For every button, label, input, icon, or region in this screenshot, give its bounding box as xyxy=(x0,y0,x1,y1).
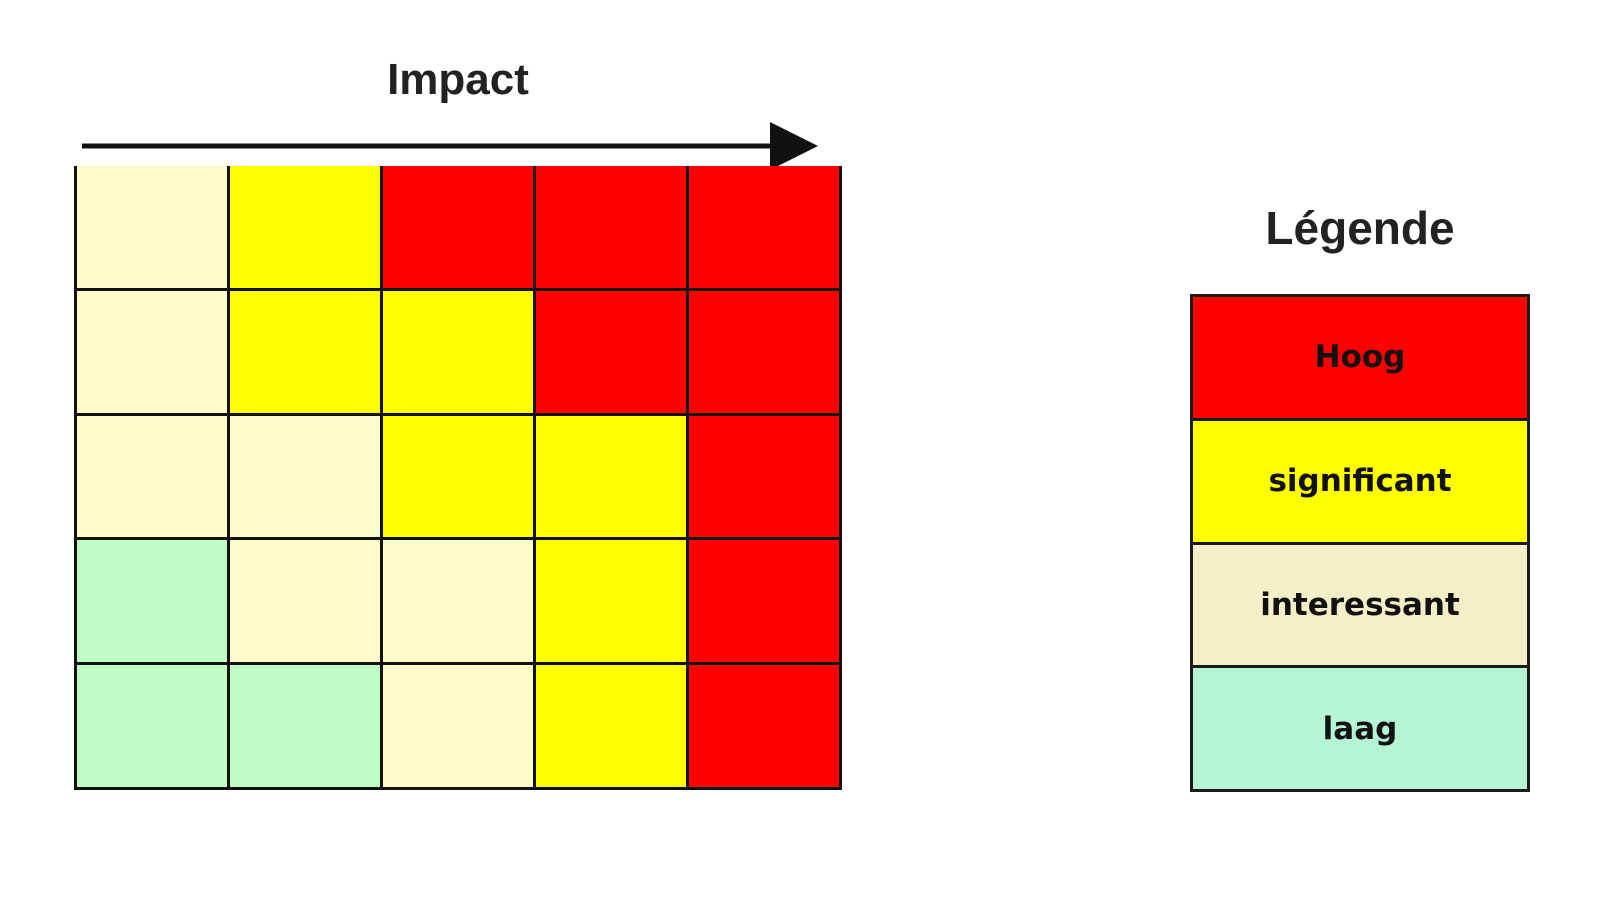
matrix-cell-laag xyxy=(230,665,380,787)
matrix-cell-interessant xyxy=(77,290,227,413)
matrix-cell-hoog xyxy=(689,665,839,787)
matrix-cell-hoog xyxy=(689,290,839,413)
legend-item-significant: significant xyxy=(1193,420,1527,542)
matrix-cell-hoog xyxy=(536,166,686,288)
legend-label-significant: significant xyxy=(1268,463,1452,500)
impact-axis-label: Impact xyxy=(387,55,529,104)
legend-label-laag: laag xyxy=(1322,710,1398,747)
matrix-cell-interessant xyxy=(230,415,380,538)
matrix-cell-interessant xyxy=(77,166,227,288)
impact-arrow-icon xyxy=(82,122,818,170)
matrix-cell-interessant xyxy=(77,415,227,538)
matrix-cell-interessant xyxy=(383,665,533,787)
matrix-cell-significant xyxy=(536,415,686,538)
legend-label-hoog: Hoog xyxy=(1314,339,1406,376)
matrix-cell-significant xyxy=(383,415,533,538)
risk-matrix xyxy=(74,166,842,790)
legend-item-hoog: Hoog xyxy=(1193,297,1527,418)
matrix-cell-hoog xyxy=(689,166,839,288)
matrix-cell-significant xyxy=(383,290,533,413)
matrix-cell-hoog xyxy=(383,166,533,288)
matrix-cell-hoog xyxy=(536,290,686,413)
matrix-cell-significant xyxy=(230,166,380,288)
legend-label-interessant: interessant xyxy=(1260,586,1460,623)
legend-item-laag: laag xyxy=(1193,668,1527,789)
matrix-cell-interessant xyxy=(230,540,380,663)
matrix-cell-laag xyxy=(77,540,227,663)
matrix-cell-interessant xyxy=(383,540,533,663)
matrix-cell-significant xyxy=(536,665,686,787)
legend: Hoog significant interessant laag xyxy=(1190,294,1530,792)
matrix-cell-significant xyxy=(230,290,380,413)
matrix-cell-significant xyxy=(536,540,686,663)
legend-title: Légende xyxy=(1265,202,1455,254)
matrix-cell-hoog xyxy=(689,540,839,663)
legend-item-interessant: interessant xyxy=(1193,544,1527,666)
matrix-cell-hoog xyxy=(689,415,839,538)
matrix-cell-laag xyxy=(77,665,227,787)
